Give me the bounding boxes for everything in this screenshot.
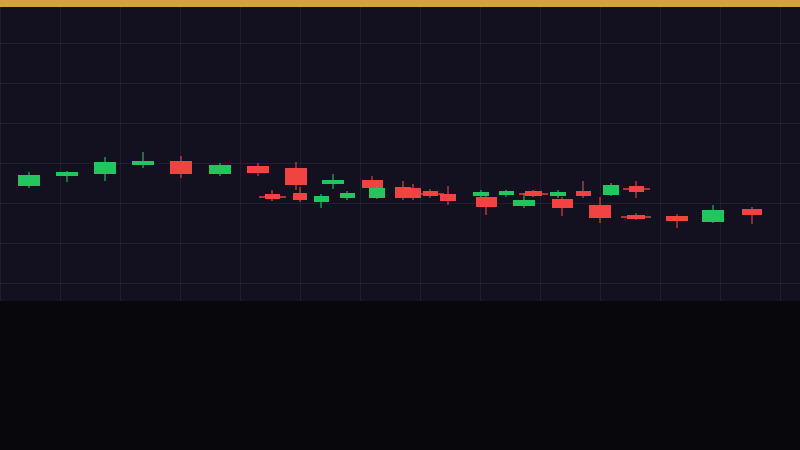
candle bbox=[313, 196, 329, 202]
candle-wick bbox=[582, 181, 584, 198]
candle bbox=[322, 180, 344, 184]
candle bbox=[524, 191, 542, 196]
candle bbox=[247, 166, 269, 173]
candle bbox=[475, 197, 497, 207]
candle bbox=[603, 185, 619, 195]
candle bbox=[209, 165, 231, 174]
candle bbox=[742, 209, 762, 215]
candle bbox=[513, 200, 535, 206]
top-accent-bar bbox=[0, 0, 800, 7]
candle bbox=[18, 175, 40, 186]
candle bbox=[405, 188, 421, 198]
candle bbox=[550, 192, 566, 196]
candle bbox=[264, 194, 280, 199]
candle bbox=[132, 161, 154, 165]
candle bbox=[628, 186, 644, 192]
candle bbox=[422, 191, 438, 196]
candle bbox=[369, 188, 385, 198]
candle bbox=[170, 161, 192, 174]
candle bbox=[56, 172, 78, 176]
candlestick-chart bbox=[0, 7, 800, 301]
candle bbox=[293, 193, 307, 200]
candle bbox=[473, 192, 489, 196]
candle-wick bbox=[66, 171, 68, 182]
candle bbox=[575, 191, 591, 196]
footer-panel: Price Action Trading No Indicators Neede… bbox=[0, 301, 800, 450]
candle bbox=[339, 193, 355, 198]
candle bbox=[702, 210, 724, 222]
candle bbox=[589, 205, 611, 218]
candle-wick bbox=[676, 214, 678, 228]
candle-wick bbox=[142, 152, 144, 168]
candle bbox=[551, 199, 573, 208]
candle bbox=[395, 187, 411, 198]
candle bbox=[285, 168, 307, 185]
candle bbox=[361, 180, 383, 188]
candle bbox=[498, 191, 514, 195]
candle bbox=[666, 216, 688, 221]
candle bbox=[94, 162, 116, 174]
candle-wick bbox=[751, 207, 753, 224]
candle bbox=[627, 215, 645, 219]
candle bbox=[440, 194, 456, 201]
